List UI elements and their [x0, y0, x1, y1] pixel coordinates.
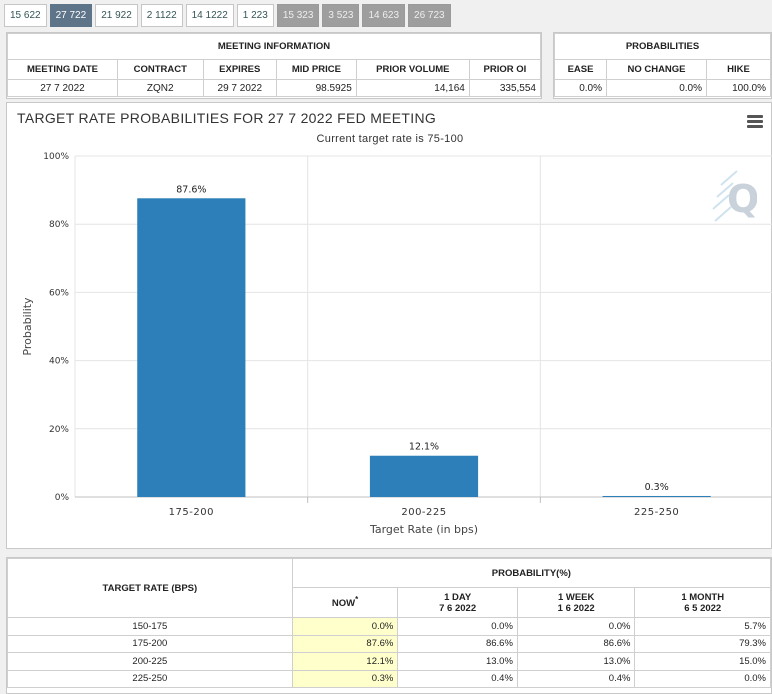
hamburger-menu-icon[interactable]: [747, 115, 763, 129]
value-cell: 86.6%: [397, 634, 518, 653]
svg-text:Q: Q: [727, 177, 757, 221]
rate-cell: 175-200: [7, 634, 293, 653]
x-axis-title: Target Rate (in bps): [369, 523, 478, 536]
ease-cell: 0.0%: [554, 79, 607, 97]
meeting-tabs: 15 622 27 722 21 922 2 1122 14 1222 1 22…: [4, 4, 451, 27]
data-label: 0.3%: [645, 482, 669, 493]
meeting-info-table: MEETING INFORMATION MEETING DATE CONTRAC…: [7, 33, 542, 97]
table-row: 150-175 0.0% 0.0% 0.0% 5.7%: [7, 617, 771, 636]
y-tick-label: 100%: [43, 152, 69, 162]
value-cell: 0.0%: [397, 617, 518, 636]
tab-meeting[interactable]: 1 223: [236, 4, 274, 27]
tab-meeting[interactable]: 2 1122: [140, 4, 183, 27]
y-tick-label: 80%: [49, 220, 69, 230]
probabilities-table: PROBABILITIES EASE NO CHANGE HIKE 0.0% 0…: [554, 33, 772, 97]
value-cell: 13.0%: [397, 652, 518, 671]
column-header: MEETING DATE: [7, 59, 118, 80]
value-cell: 0.0%: [634, 669, 771, 688]
now-cell: 0.3%: [291, 669, 399, 688]
x-tick-label: 225-250: [634, 507, 679, 518]
table-row: 175-200 87.6% 86.6% 86.6% 79.3%: [7, 634, 771, 653]
chart-title: TARGET RATE PROBABILITIES FOR 27 7 2022 …: [17, 110, 437, 126]
prior-volume-cell: 14,164: [355, 79, 470, 97]
probability-table-panel: TARGET RATE (BPS) PROBABILITY(%) NOW* 1 …: [6, 557, 772, 694]
column-header: EASE: [554, 59, 607, 80]
column-header: PRIOR OI: [468, 59, 542, 80]
y-axis-title: Probability: [21, 297, 34, 356]
tab-meeting[interactable]: 15 622: [4, 4, 47, 27]
probabilities-header: PROBABILITIES: [554, 33, 771, 60]
x-tick-label: 175-200: [169, 507, 214, 518]
column-header: 1 MONTH 6 5 2022: [634, 587, 771, 618]
target-rate-header: TARGET RATE (BPS): [7, 558, 293, 618]
tab-meeting[interactable]: 15 323: [276, 4, 320, 27]
value-cell: 86.6%: [516, 634, 636, 653]
table-row: 27 7 2022 ZQN2 29 7 2022 98.5925 14,164 …: [7, 79, 542, 97]
tab-meeting[interactable]: 27 722: [49, 4, 93, 27]
bar-chart: 0% 20% 40% 60% 80% 100% 87.6% 175-200 12.1% 200-2…: [21, 152, 772, 536]
prior-oi-cell: 335,554: [468, 79, 542, 97]
column-header: CONTRACT: [116, 59, 204, 80]
now-cell: 0.0%: [291, 617, 399, 636]
value-cell: 5.7%: [634, 617, 771, 636]
hike-cell: 100.0%: [705, 79, 772, 97]
value-cell: 79.3%: [634, 634, 771, 653]
rate-cell: 225-250: [7, 669, 293, 688]
y-tick-label: 0%: [55, 493, 70, 503]
column-header: EXPIRES: [202, 59, 278, 80]
x-tick-label: 200-225: [401, 507, 446, 518]
value-cell: 0.4%: [516, 669, 636, 688]
no-change-cell: 0.0%: [606, 79, 707, 97]
column-header: 1 DAY 7 6 2022: [397, 587, 518, 618]
column-header: PRIOR VOLUME: [355, 59, 470, 80]
probability-group-header: PROBABILITY(%): [291, 558, 771, 588]
value-cell: 0.4%: [397, 669, 518, 688]
tab-meeting[interactable]: 26 723: [408, 4, 451, 27]
expires-cell: 29 7 2022: [202, 79, 278, 97]
rate-cell: 150-175: [7, 617, 293, 636]
y-tick-label: 60%: [49, 288, 69, 298]
meeting-date-cell: 27 7 2022: [7, 79, 118, 97]
bar: [602, 495, 711, 497]
column-header: 1 WEEK 1 6 2022: [516, 587, 636, 618]
value-cell: 13.0%: [516, 652, 636, 671]
contract-cell: ZQN2: [116, 79, 204, 97]
mid-price-cell: 98.5925: [276, 79, 357, 97]
tab-meeting[interactable]: 14 1222: [185, 4, 234, 27]
tab-meeting[interactable]: 21 922: [95, 4, 138, 27]
column-header: NO CHANGE: [606, 59, 707, 80]
tab-meeting[interactable]: 3 523: [322, 4, 360, 27]
data-label: 12.1%: [409, 442, 439, 453]
value-cell: 15.0%: [634, 652, 771, 671]
value-cell: 0.0%: [516, 617, 636, 636]
column-header: MID PRICE: [276, 59, 357, 80]
chart-panel: TARGET RATE PROBABILITIES FOR 27 7 2022 …: [6, 102, 772, 549]
probabilities-panel: PROBABILITIES EASE NO CHANGE HIKE 0.0% 0…: [553, 32, 772, 99]
now-cell: 87.6%: [291, 634, 399, 653]
column-header: HIKE: [705, 59, 772, 80]
rate-cell: 200-225: [7, 652, 293, 671]
now-cell: 12.1%: [291, 652, 399, 671]
chart-subtitle: Current target rate is 75-100: [316, 133, 464, 145]
data-label: 87.6%: [176, 184, 206, 195]
y-tick-label: 20%: [49, 425, 69, 435]
meeting-info-header: MEETING INFORMATION: [7, 33, 541, 60]
q-logo-icon: Q: [712, 170, 757, 222]
bar: [369, 455, 479, 497]
table-row: 0.0% 0.0% 100.0%: [554, 79, 772, 97]
tab-meeting[interactable]: 14 623: [362, 4, 406, 27]
table-row: 200-225 12.1% 13.0% 13.0% 15.0%: [7, 652, 771, 671]
table-row: 225-250 0.3% 0.4% 0.4% 0.0%: [7, 669, 771, 688]
y-tick-label: 40%: [49, 357, 69, 367]
bar: [137, 198, 246, 497]
column-header-now: NOW*: [291, 587, 399, 618]
meeting-info-panel: MEETING INFORMATION MEETING DATE CONTRAC…: [6, 32, 542, 99]
probability-table: TARGET RATE (BPS) PROBABILITY(%) NOW* 1 …: [7, 558, 771, 688]
